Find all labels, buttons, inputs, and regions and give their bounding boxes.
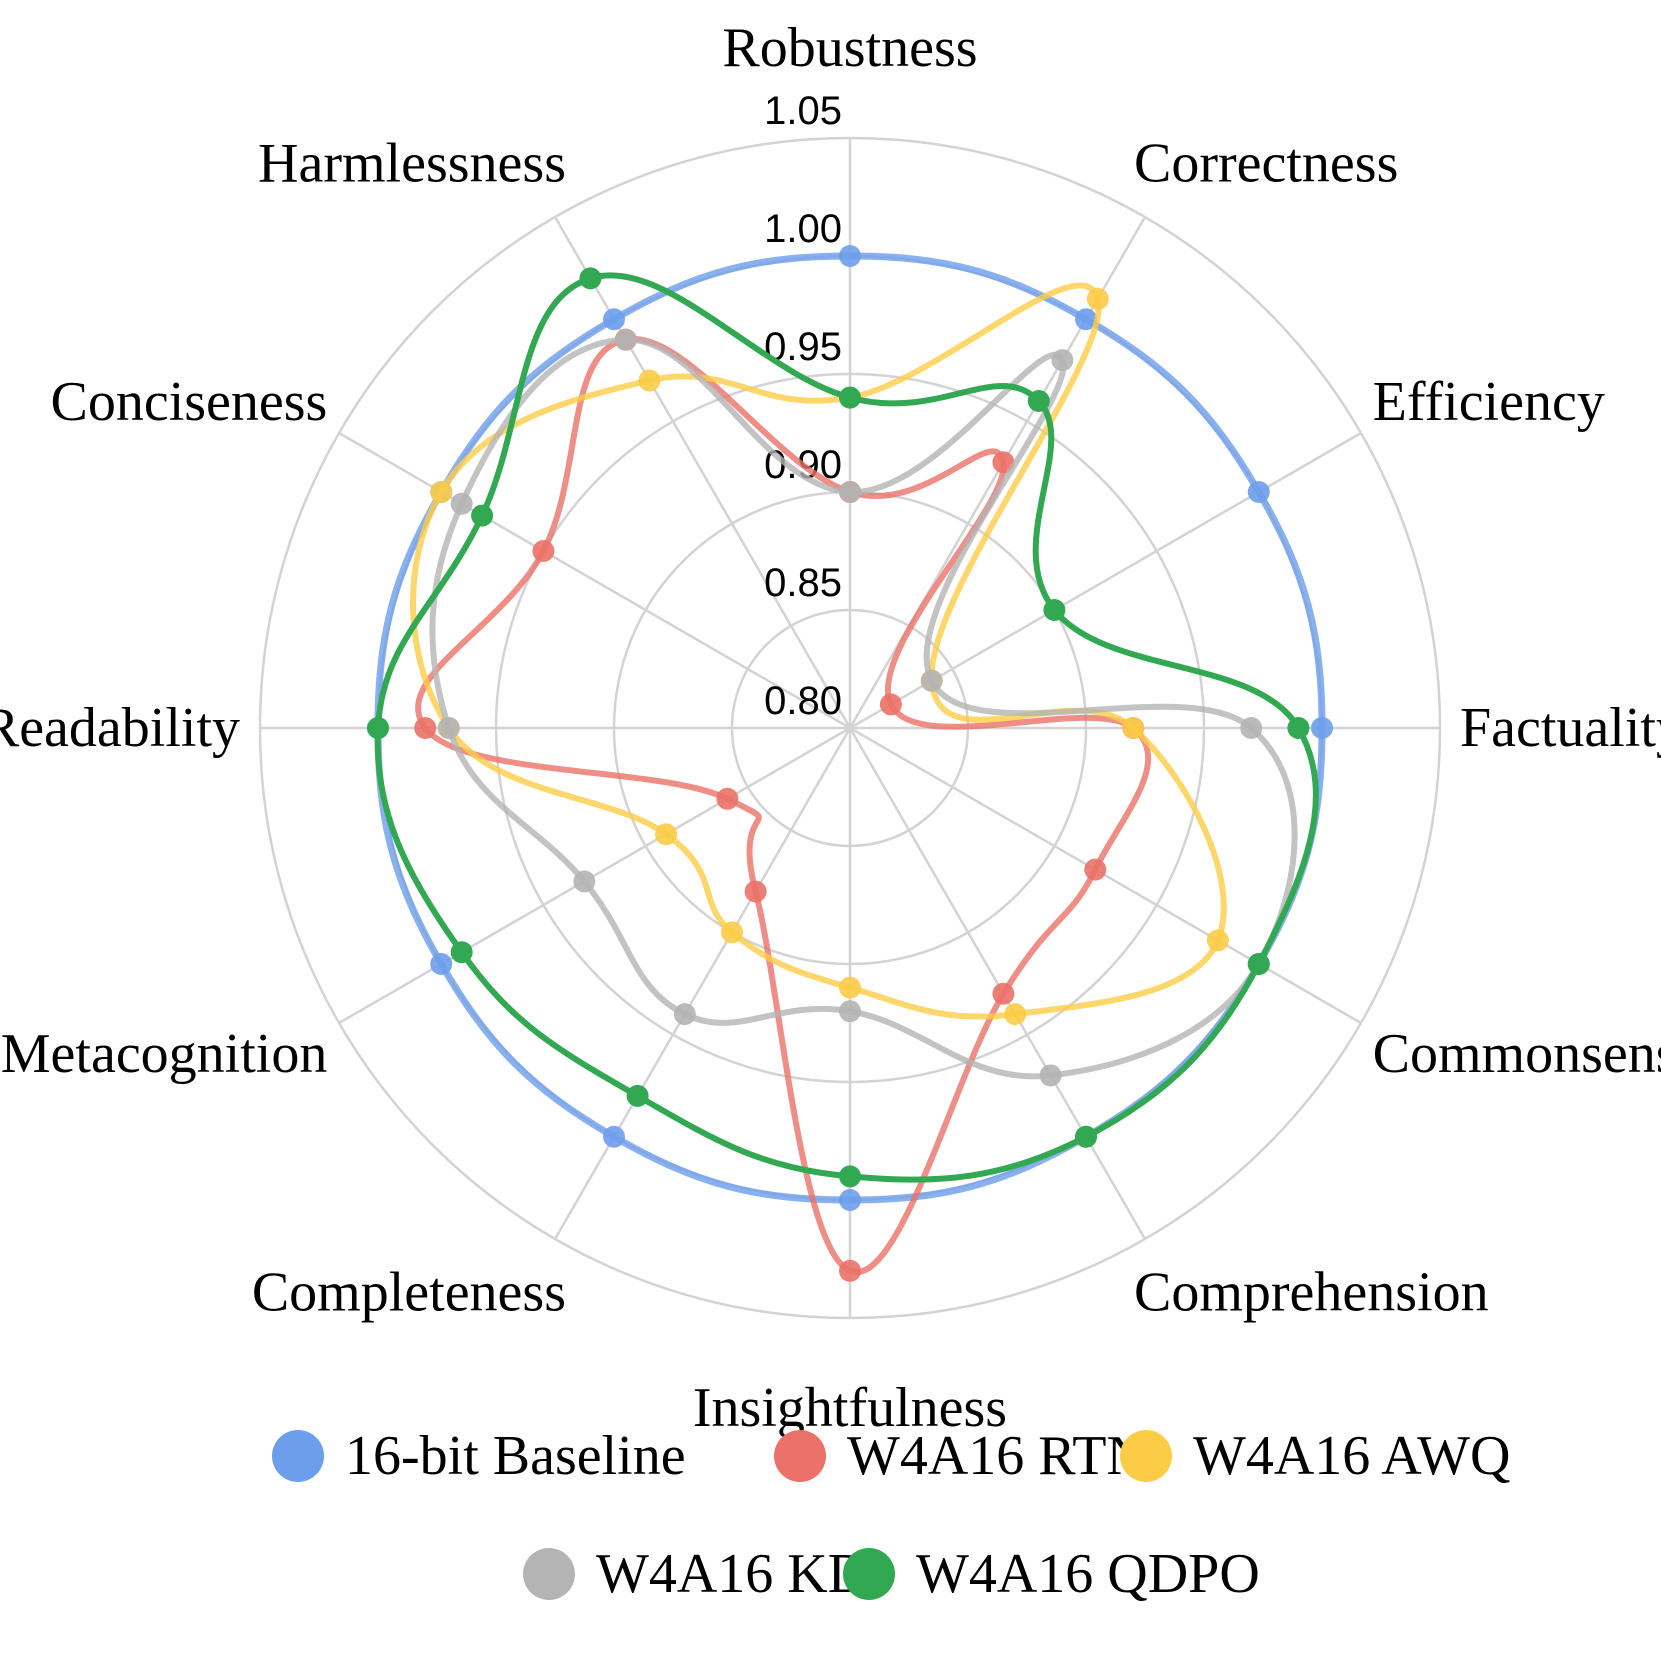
axis-label-robustness: Robustness [722,17,977,79]
legend: 16-bit Baseline W4A16 RTN W4A16 AWQ W4A16 K… [272,1425,1510,1605]
point-w4a16-awq-insightfulness [839,976,861,999]
radar-grid [258,136,1442,1320]
point-w4a16-awq-completeness [721,921,743,944]
series-w4a16-kd [429,328,1298,1087]
radial-tick-labels: 0.800.850.900.951.001.05 [764,89,842,723]
point-w4a16-qdpo-conciseness [471,504,494,527]
point-w4a16-qdpo-comprehension [1075,1125,1097,1148]
spoke-comprehension [848,727,1147,1240]
legend-marker-w4a16-awq [1120,1430,1172,1482]
point-w4a16-awq-commonsense [1206,929,1229,952]
axis-label-efficiency: Efficiency [1373,371,1605,433]
point-16-bit-baseline-correctness [1075,308,1097,331]
legend-label-w4a16-awq: W4A16 AWQ [1193,1425,1510,1487]
point-w4a16-kd-readability [437,717,460,739]
legend-item-w4a16-rtn: W4A16 RTN [774,1425,1147,1487]
series-line-w4a16-kd [429,336,1298,1080]
spoke-commonsense [849,726,1362,1025]
point-w4a16-qdpo-robustness [839,386,861,409]
axis-label-insightfulness: Insightfulness [693,1377,1007,1439]
point-w4a16-qdpo-completeness [626,1084,649,1107]
point-w4a16-qdpo-harmlessness [579,267,602,290]
axis-label-harmlessness: Harmlessness [258,132,566,194]
point-16-bit-baseline-harmlessness [603,308,625,331]
point-w4a16-rtn-commonsense [1084,858,1107,881]
point-16-bit-baseline-factuality [1311,717,1333,739]
point-w4a16-kd-harmlessness [614,328,637,351]
point-w4a16-kd-metacognition [573,870,596,893]
point-w4a16-rtn-metacognition [716,787,739,810]
point-w4a16-kd-factuality [1240,717,1263,739]
point-w4a16-rtn-comprehension [992,982,1015,1005]
legend-label-w4a16-kd: W4A16 KD [596,1543,868,1605]
point-w4a16-qdpo-commonsense [1247,953,1270,975]
point-w4a16-rtn-efficiency [879,693,902,716]
spoke-conciseness [338,431,851,730]
tick-label-1-05: 1.05 [764,89,842,133]
axis-label-conciseness: Conciseness [50,371,327,433]
legend-marker-w4a16-qdpo [843,1548,895,1600]
axis-label-commonsense: Commonsense [1373,1023,1661,1085]
spoke-metacognition [338,726,851,1025]
axis-label-readability: Readability [0,697,240,759]
spoke-completeness [553,727,852,1240]
point-w4a16-awq-comprehension [1004,1003,1027,1026]
point-w4a16-qdpo-metacognition [450,941,473,964]
point-w4a16-rtn-conciseness [532,540,555,562]
axis-label-comprehension: Comprehension [1134,1262,1489,1324]
point-w4a16-qdpo-correctness [1027,389,1050,412]
point-w4a16-qdpo-insightfulness [839,1165,861,1188]
point-w4a16-kd-insightfulness [839,1000,861,1023]
point-16-bit-baseline-completeness [603,1125,625,1148]
legend-item-w4a16-kd: W4A16 KD [523,1543,868,1605]
legend-item-w4a16-qdpo: W4A16 QDPO [843,1543,1260,1605]
point-w4a16-kd-efficiency [920,669,943,692]
axis-labels: Robustness Correctness Efficiency Factualit… [0,17,1661,1439]
tick-label-0-80: 0.80 [764,679,842,723]
point-16-bit-baseline-insightfulness [839,1189,861,1211]
point-w4a16-qdpo-readability [367,717,389,739]
point-w4a16-awq-harmlessness [638,369,661,392]
point-16-bit-baseline-metacognition [430,953,453,975]
data-series [367,245,1333,1282]
axis-label-correctness: Correctness [1134,132,1398,194]
series-w4a16-awq [409,282,1229,1026]
point-w4a16-qdpo-factuality [1287,717,1310,739]
legend-label-w4a16-qdpo: W4A16 QDPO [916,1543,1260,1605]
axis-label-metacognition: Metacognition [1,1023,328,1085]
legend-label-w4a16-rtn: W4A16 RTN [847,1425,1147,1487]
point-w4a16-rtn-correctness [992,451,1015,474]
point-w4a16-awq-correctness [1086,287,1109,310]
tick-label-0-85: 0.85 [764,561,842,605]
series-line-w4a16-awq [409,282,1227,1020]
legend-marker-w4a16-kd [523,1548,575,1600]
point-w4a16-kd-comprehension [1039,1064,1062,1087]
legend-marker-16-bit-baseline [272,1430,324,1482]
axis-label-factuality: Factuality [1460,697,1661,759]
point-w4a16-qdpo-efficiency [1043,599,1066,621]
legend-item-16-bit-baseline: 16-bit Baseline [272,1425,686,1487]
series-w4a16-qdpo [367,267,1319,1188]
tick-label-1-00: 1.00 [764,207,842,251]
point-16-bit-baseline-robustness [839,245,861,267]
point-w4a16-rtn-readability [414,717,437,739]
point-w4a16-rtn-completeness [744,880,767,903]
point-w4a16-kd-correctness [1051,349,1074,372]
axis-label-completeness: Completeness [252,1262,566,1324]
point-w4a16-kd-conciseness [450,492,473,515]
point-16-bit-baseline-efficiency [1247,481,1270,503]
point-w4a16-rtn-insightfulness [839,1259,861,1282]
point-w4a16-awq-factuality [1122,717,1145,739]
legend-marker-w4a16-rtn [774,1430,826,1482]
point-w4a16-awq-metacognition [655,823,678,846]
legend-item-w4a16-awq: W4A16 AWQ [1120,1425,1510,1487]
spoke-harmlessness [553,216,852,729]
legend-label-16-bit-baseline: 16-bit Baseline [345,1425,686,1487]
point-w4a16-awq-conciseness [430,481,453,503]
point-w4a16-kd-robustness [839,481,861,503]
point-w4a16-kd-completeness [673,1003,696,1026]
